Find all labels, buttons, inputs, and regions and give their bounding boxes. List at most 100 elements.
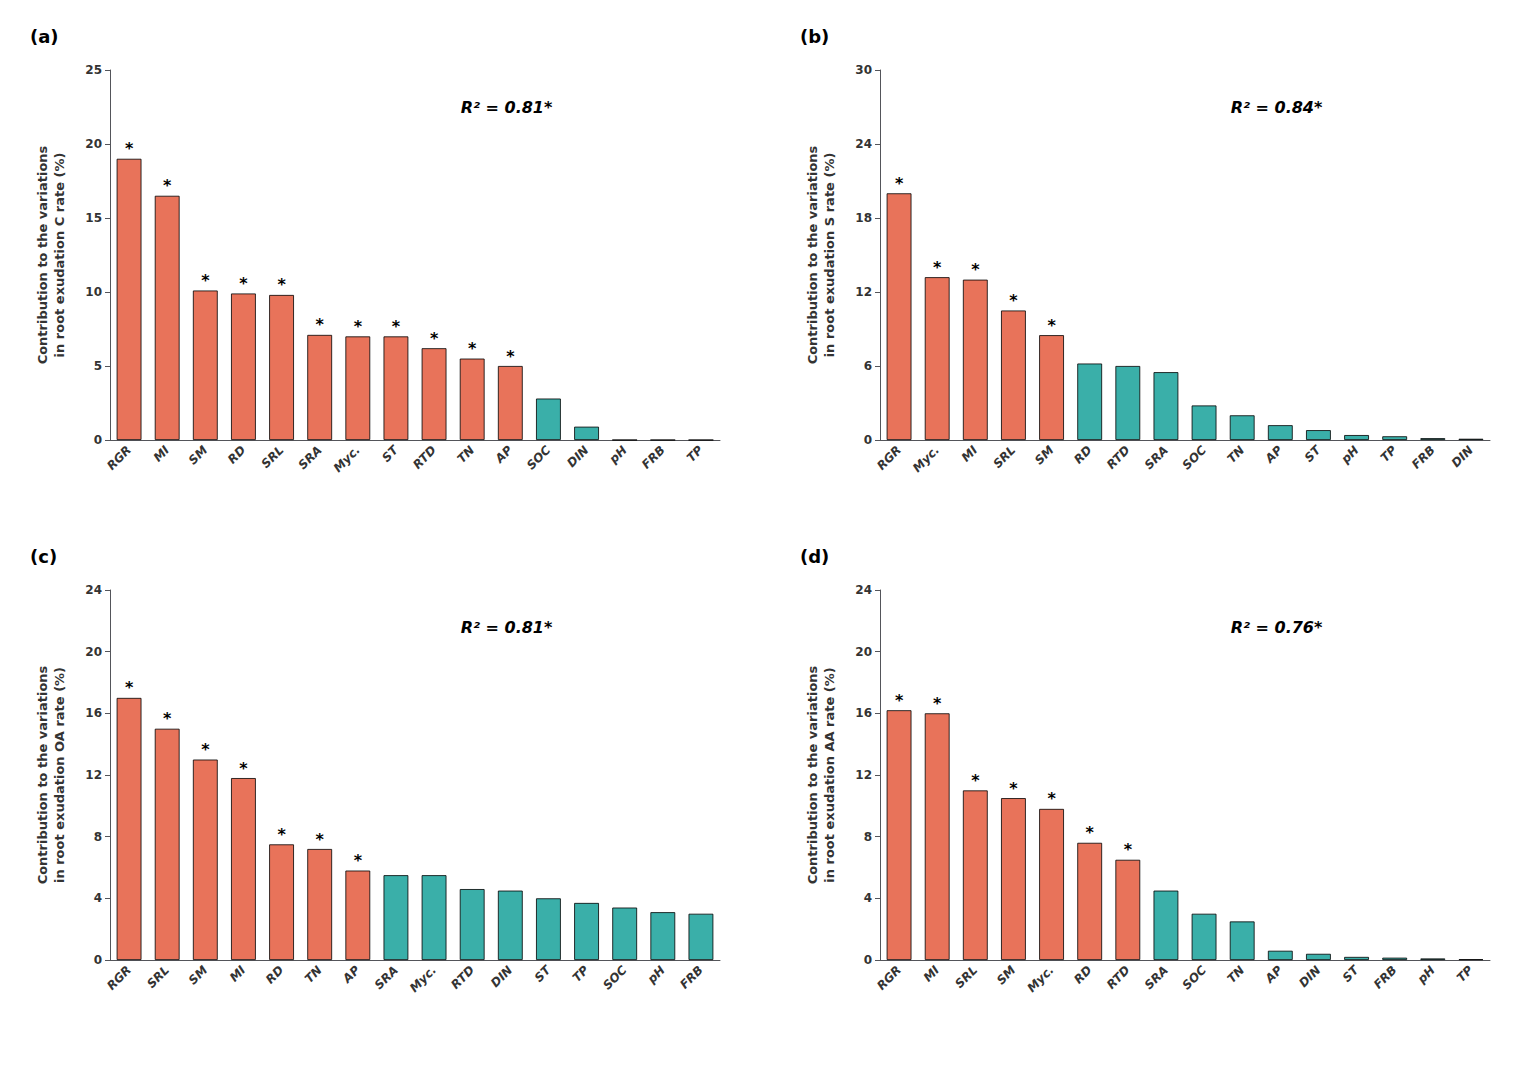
svg-text:(a): (a) — [30, 26, 59, 47]
svg-text:20: 20 — [85, 645, 102, 659]
svg-text:TN: TN — [302, 963, 325, 986]
svg-text:*: * — [239, 274, 248, 293]
svg-text:*: * — [971, 771, 980, 790]
svg-text:15: 15 — [85, 211, 102, 225]
svg-text:Contribution to the variations: Contribution to the variations — [805, 665, 820, 884]
svg-text:(c): (c) — [30, 546, 57, 567]
svg-text:(d): (d) — [800, 546, 829, 567]
svg-text:AP: AP — [339, 963, 363, 987]
svg-text:TN: TN — [1224, 963, 1247, 986]
svg-text:in root exudation C rate (%): in root exudation C rate (%) — [52, 153, 67, 358]
svg-text:MI: MI — [921, 963, 943, 985]
svg-text:*: * — [316, 315, 325, 334]
svg-text:0: 0 — [864, 433, 872, 447]
svg-text:(b): (b) — [800, 26, 829, 47]
svg-text:in root exudation S rate (%): in root exudation S rate (%) — [822, 153, 837, 358]
svg-text:FRB: FRB — [639, 443, 668, 472]
svg-text:in root exudation AA rate (%): in root exudation AA rate (%) — [822, 667, 837, 882]
svg-text:*: * — [933, 694, 942, 713]
svg-text:in root exudation OA rate (%): in root exudation OA rate (%) — [52, 667, 67, 883]
svg-text:6: 6 — [864, 359, 872, 373]
svg-text:AP: AP — [1262, 963, 1286, 987]
svg-text:12: 12 — [855, 285, 872, 299]
svg-text:*: * — [125, 678, 134, 697]
svg-text:ST: ST — [532, 962, 554, 984]
svg-text:DIN: DIN — [564, 443, 591, 470]
svg-text:pH: pH — [606, 443, 630, 467]
svg-text:AP: AP — [1262, 443, 1286, 467]
svg-text:10: 10 — [85, 285, 102, 299]
svg-text:TN: TN — [1224, 443, 1247, 466]
svg-text:25: 25 — [85, 63, 102, 77]
svg-text:SRL: SRL — [144, 963, 172, 991]
svg-text:*: * — [125, 139, 134, 158]
svg-text:0: 0 — [94, 433, 102, 447]
svg-text:TN: TN — [454, 443, 477, 466]
svg-text:RGR: RGR — [104, 963, 134, 993]
svg-text:R² = 0.81*: R² = 0.81* — [461, 98, 553, 117]
svg-text:*: * — [468, 339, 477, 358]
svg-text:pH: pH — [1338, 443, 1362, 467]
svg-text:*: * — [201, 271, 210, 290]
svg-text:*: * — [895, 174, 904, 193]
svg-text:TP: TP — [1378, 443, 1400, 465]
svg-text:SRL: SRL — [259, 443, 287, 471]
svg-text:MI: MI — [227, 963, 249, 985]
svg-text:*: * — [1047, 789, 1056, 808]
svg-text:MI: MI — [959, 443, 981, 465]
svg-text:FRB: FRB — [677, 963, 706, 992]
svg-text:DIN: DIN — [1449, 443, 1476, 470]
svg-text:30: 30 — [855, 63, 872, 77]
svg-text:SM: SM — [186, 963, 210, 987]
svg-text:R² = 0.84*: R² = 0.84* — [1231, 98, 1323, 117]
svg-text:SOC: SOC — [524, 443, 554, 473]
svg-text:5: 5 — [94, 359, 102, 373]
svg-text:RTD: RTD — [448, 963, 477, 992]
svg-text:SRA: SRA — [1142, 443, 1171, 472]
svg-text:SM: SM — [994, 963, 1018, 987]
svg-text:DIN: DIN — [488, 963, 515, 990]
svg-text:4: 4 — [94, 891, 102, 905]
svg-text:RD: RD — [1071, 443, 1094, 466]
svg-text:*: * — [163, 176, 172, 195]
svg-text:*: * — [430, 329, 439, 348]
svg-text:*: * — [1124, 840, 1133, 859]
svg-text:RGR: RGR — [874, 963, 904, 993]
svg-text:SRA: SRA — [1142, 963, 1171, 992]
svg-text:Contribution to the variations: Contribution to the variations — [35, 665, 50, 884]
svg-text:16: 16 — [85, 706, 102, 720]
svg-text:8: 8 — [94, 830, 102, 844]
svg-text:RGR: RGR — [874, 443, 904, 473]
svg-text:*: * — [895, 691, 904, 710]
svg-text:ST: ST — [1340, 962, 1362, 984]
svg-text:SRL: SRL — [952, 963, 980, 991]
svg-text:DIN: DIN — [1296, 963, 1323, 990]
svg-text:SRA: SRA — [296, 443, 325, 472]
svg-text:SOC: SOC — [1180, 443, 1210, 473]
svg-text:FRB: FRB — [1371, 963, 1400, 992]
svg-text:R² = 0.76*: R² = 0.76* — [1231, 618, 1323, 637]
svg-text:Contribution to the variations: Contribution to the variations — [805, 145, 820, 364]
svg-text:4: 4 — [864, 891, 872, 905]
svg-text:12: 12 — [855, 768, 872, 782]
svg-text:12: 12 — [85, 768, 102, 782]
svg-text:0: 0 — [864, 953, 872, 967]
svg-text:24: 24 — [85, 583, 102, 597]
svg-text:ST: ST — [1302, 442, 1324, 464]
svg-text:RTD: RTD — [1104, 963, 1133, 992]
svg-text:Contribution to the variations: Contribution to the variations — [35, 145, 50, 364]
svg-text:*: * — [316, 830, 325, 849]
svg-text:RTD: RTD — [410, 443, 439, 472]
svg-text:SOC: SOC — [1180, 963, 1210, 993]
svg-text:pH: pH — [644, 963, 668, 987]
svg-text:*: * — [1086, 823, 1095, 842]
svg-text:RD: RD — [263, 963, 286, 986]
svg-text:*: * — [392, 317, 401, 336]
svg-text:ST: ST — [379, 442, 401, 464]
svg-text:RD: RD — [225, 443, 248, 466]
svg-text:*: * — [277, 275, 286, 294]
svg-text:24: 24 — [855, 137, 872, 151]
svg-text:TP: TP — [1454, 963, 1476, 985]
svg-text:*: * — [506, 347, 515, 366]
svg-text:Myc.: Myc. — [1024, 963, 1056, 995]
